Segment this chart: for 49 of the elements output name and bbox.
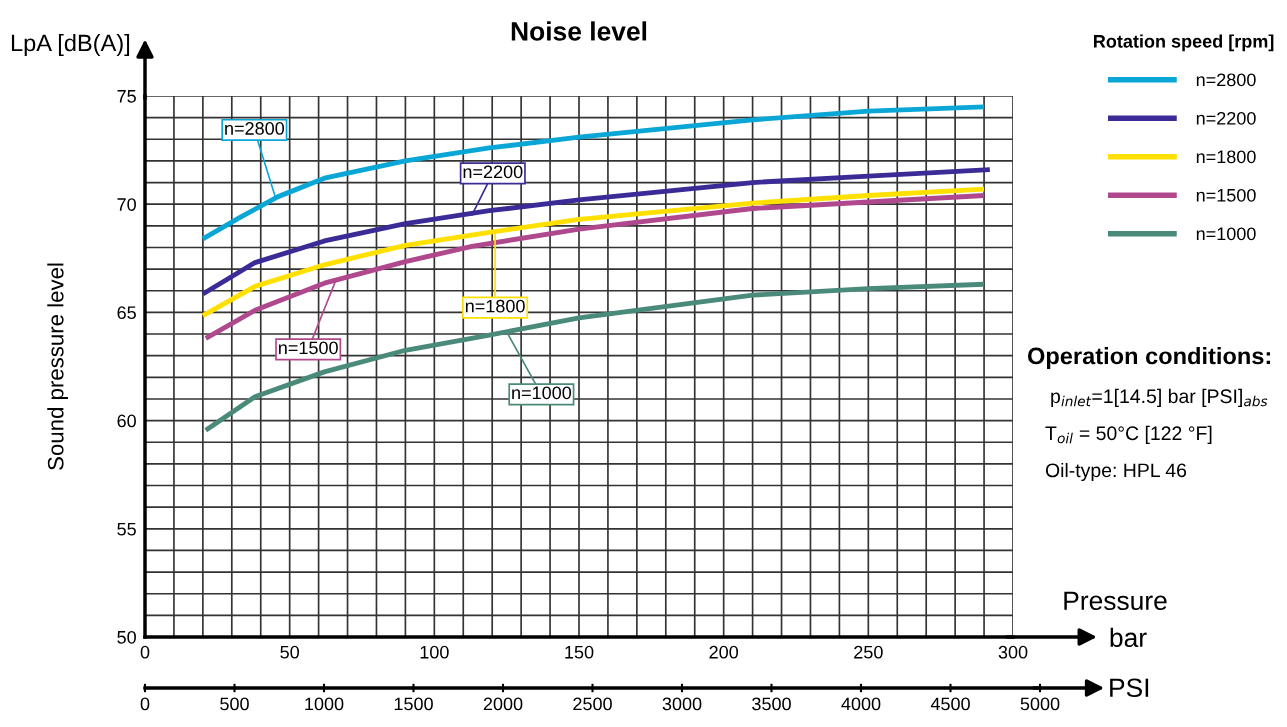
x2-tick-label: 500: [220, 697, 249, 711]
y-tick-label: 55: [117, 522, 136, 536]
x-tick-label: 200: [709, 645, 739, 659]
x2-tick-label: 3000: [662, 697, 702, 711]
x2-tick-label: 3500: [752, 697, 791, 711]
x-tick-label: 100: [420, 645, 449, 659]
text: Oil-type: HPL 46: [1045, 462, 1187, 482]
x-tick-label: 250: [854, 645, 883, 659]
line-series: [200, 104, 987, 242]
y-axis-title: Sound pressure level: [47, 263, 68, 470]
x-axis-title: Pressure bar: [1064, 591, 1167, 648]
legend-label: n=1800: [1196, 150, 1256, 164]
line-series: [203, 193, 987, 341]
annotation: n=2800: [225, 122, 285, 135]
x2-tick-label: 2000: [483, 697, 523, 711]
chart-title: Noise level: [511, 21, 647, 41]
legend-title: Rotation speed [rpm]: [1094, 34, 1274, 52]
y-tick-label: 70: [117, 198, 136, 211]
x-tick-label: 0: [140, 645, 150, 659]
annotation: n=1000: [512, 386, 572, 400]
annotation: n=2200: [463, 165, 523, 179]
x2-tick-label: 0: [140, 697, 150, 711]
line-series: [200, 167, 993, 297]
x2-tick-label: 2500: [573, 697, 612, 711]
x-tick-label: 300: [998, 645, 1028, 659]
y-tick-label: 65: [117, 306, 136, 320]
legend-label: n=1500: [1196, 188, 1256, 202]
y-tick-label: 75: [117, 90, 136, 103]
x2-tick-label: 5000: [1020, 697, 1060, 711]
text: LpA [dB(A)]: [11, 34, 130, 56]
x2-tick-label: 1500: [394, 697, 433, 711]
legend-label: n=2200: [1196, 111, 1256, 125]
legend-label: n=1000: [1196, 227, 1256, 241]
annotation: n=1800: [465, 299, 525, 313]
y-tick-label: 50: [117, 630, 136, 644]
text: Operation conditions:: [1027, 347, 1271, 369]
text: T$_{oil}$ = 50°C [122 °F]: [1045, 425, 1212, 444]
x2-tick-label: 4500: [930, 697, 970, 711]
text: p$_{inlet}$=1[14.5] bar [PSI]$_{abs}$: [1051, 388, 1268, 407]
x2-tick-label: 1000: [305, 697, 344, 711]
line-series: [203, 281, 987, 433]
x-tick-label: 50: [280, 645, 299, 659]
line-series: [200, 186, 987, 319]
legend-label: n=2800: [1196, 73, 1256, 87]
x2-axis-title: PSI: [1110, 678, 1149, 698]
x-tick-label: 150: [565, 645, 594, 659]
y-tick-label: 60: [117, 414, 136, 428]
annotation: n=1500: [279, 341, 338, 355]
x2-tick-label: 4000: [841, 697, 881, 711]
